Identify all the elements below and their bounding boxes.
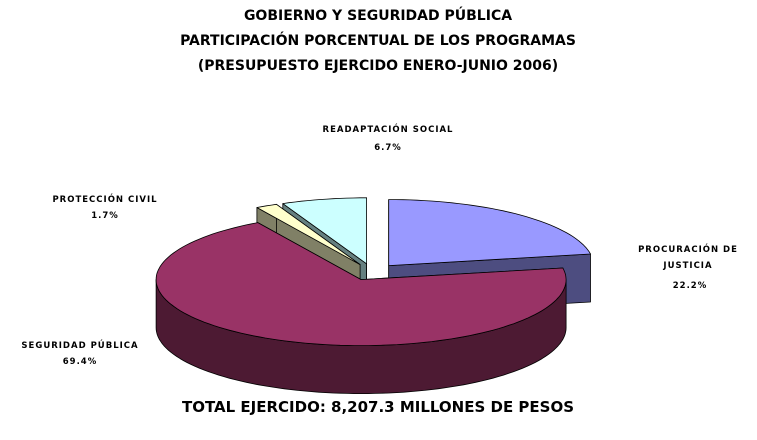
slice-label: PROTECCIÓN CIVIL bbox=[52, 195, 158, 205]
slice-value-label: 22.2% bbox=[672, 281, 708, 291]
chart-subtitle: PARTICIPACIÓN PORCENTUAL DE LOS PROGRAMA… bbox=[180, 33, 576, 49]
total-annotation: TOTAL EJERCIDO: 8,207.3 MILLONES DE PESO… bbox=[181, 398, 575, 416]
slice bbox=[155, 222, 567, 347]
slice-value-label: 69.4% bbox=[62, 357, 98, 367]
slice-label: SEGURIDAD PÚBLICA bbox=[21, 341, 139, 351]
slice-label: READAPTACIÓN SOCIAL bbox=[322, 125, 454, 135]
chart-title: GOBIERNO Y SEGURIDAD PÚBLICA bbox=[243, 8, 513, 24]
slice bbox=[388, 199, 591, 267]
slice-label: PROCURACIÓN DE JUSTICIA bbox=[638, 245, 738, 271]
slice bbox=[282, 197, 368, 265]
chart-subtitle: (PRESUPUESTO EJERCIDO ENERO-JUNIO 2006) bbox=[197, 58, 559, 74]
slice bbox=[256, 203, 361, 266]
slice-value-label: 6.7% bbox=[374, 143, 402, 153]
slice-value-label: 1.7% bbox=[91, 211, 119, 221]
